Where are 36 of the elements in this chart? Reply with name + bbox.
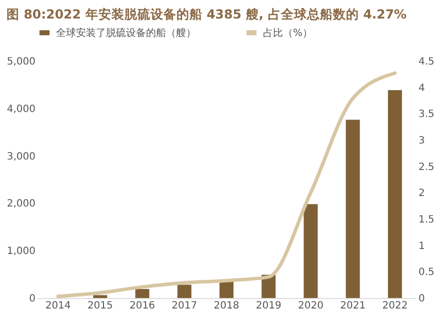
bar bbox=[93, 295, 108, 298]
x-tick-label: 2018 bbox=[214, 300, 240, 312]
bar bbox=[220, 281, 234, 298]
bar bbox=[346, 120, 360, 298]
legend-label: 占比（%） bbox=[263, 26, 313, 39]
bar bbox=[177, 284, 192, 298]
x-tick-label: 2022 bbox=[382, 300, 408, 312]
x-tick-label: 2016 bbox=[130, 300, 156, 312]
y-tick-label: 4,000 bbox=[6, 104, 36, 115]
y-tick-label: 3,000 bbox=[6, 151, 36, 162]
y2-tick-label: 0.5 bbox=[418, 267, 434, 278]
line-series bbox=[56, 71, 397, 298]
y-tick-label: 0 bbox=[29, 294, 36, 304]
y-tick-label: 1,000 bbox=[6, 246, 36, 258]
x-tick-label: 2019 bbox=[256, 300, 282, 312]
y2-tick-label: 4 bbox=[418, 82, 425, 94]
y2-tick-label: 1 bbox=[418, 240, 425, 252]
y2-tick-label: 2 bbox=[418, 188, 425, 200]
bar bbox=[135, 288, 150, 298]
x-tick-label: 2017 bbox=[172, 300, 198, 312]
y2-tick-label: 3 bbox=[418, 136, 425, 146]
y2-tick-label: 1.5 bbox=[418, 214, 434, 226]
x-tick-label: 2021 bbox=[340, 300, 366, 312]
x-tick-label: 2014 bbox=[45, 300, 71, 312]
bar bbox=[304, 204, 318, 298]
chart-title: 图 80:2022 年安装脱硫设备的船 4385 艘, 占全球总船数的 4.27% bbox=[6, 6, 408, 22]
y-tick-label: 2,000 bbox=[6, 198, 36, 210]
x-tick-label: 2015 bbox=[87, 300, 113, 312]
x-tick-label: 2020 bbox=[298, 300, 324, 312]
y2-tick-label: 4.5 bbox=[418, 56, 434, 68]
y-tick-label: 5,000 bbox=[6, 56, 36, 68]
y2-tick-label: 2.5 bbox=[418, 162, 434, 173]
y2-tick-label: 3.5 bbox=[418, 109, 434, 120]
legend-label: 全球安装了脱硫设备的船（艘） bbox=[56, 26, 196, 39]
y2-tick-label: 0 bbox=[418, 294, 425, 304]
bar bbox=[388, 90, 402, 298]
